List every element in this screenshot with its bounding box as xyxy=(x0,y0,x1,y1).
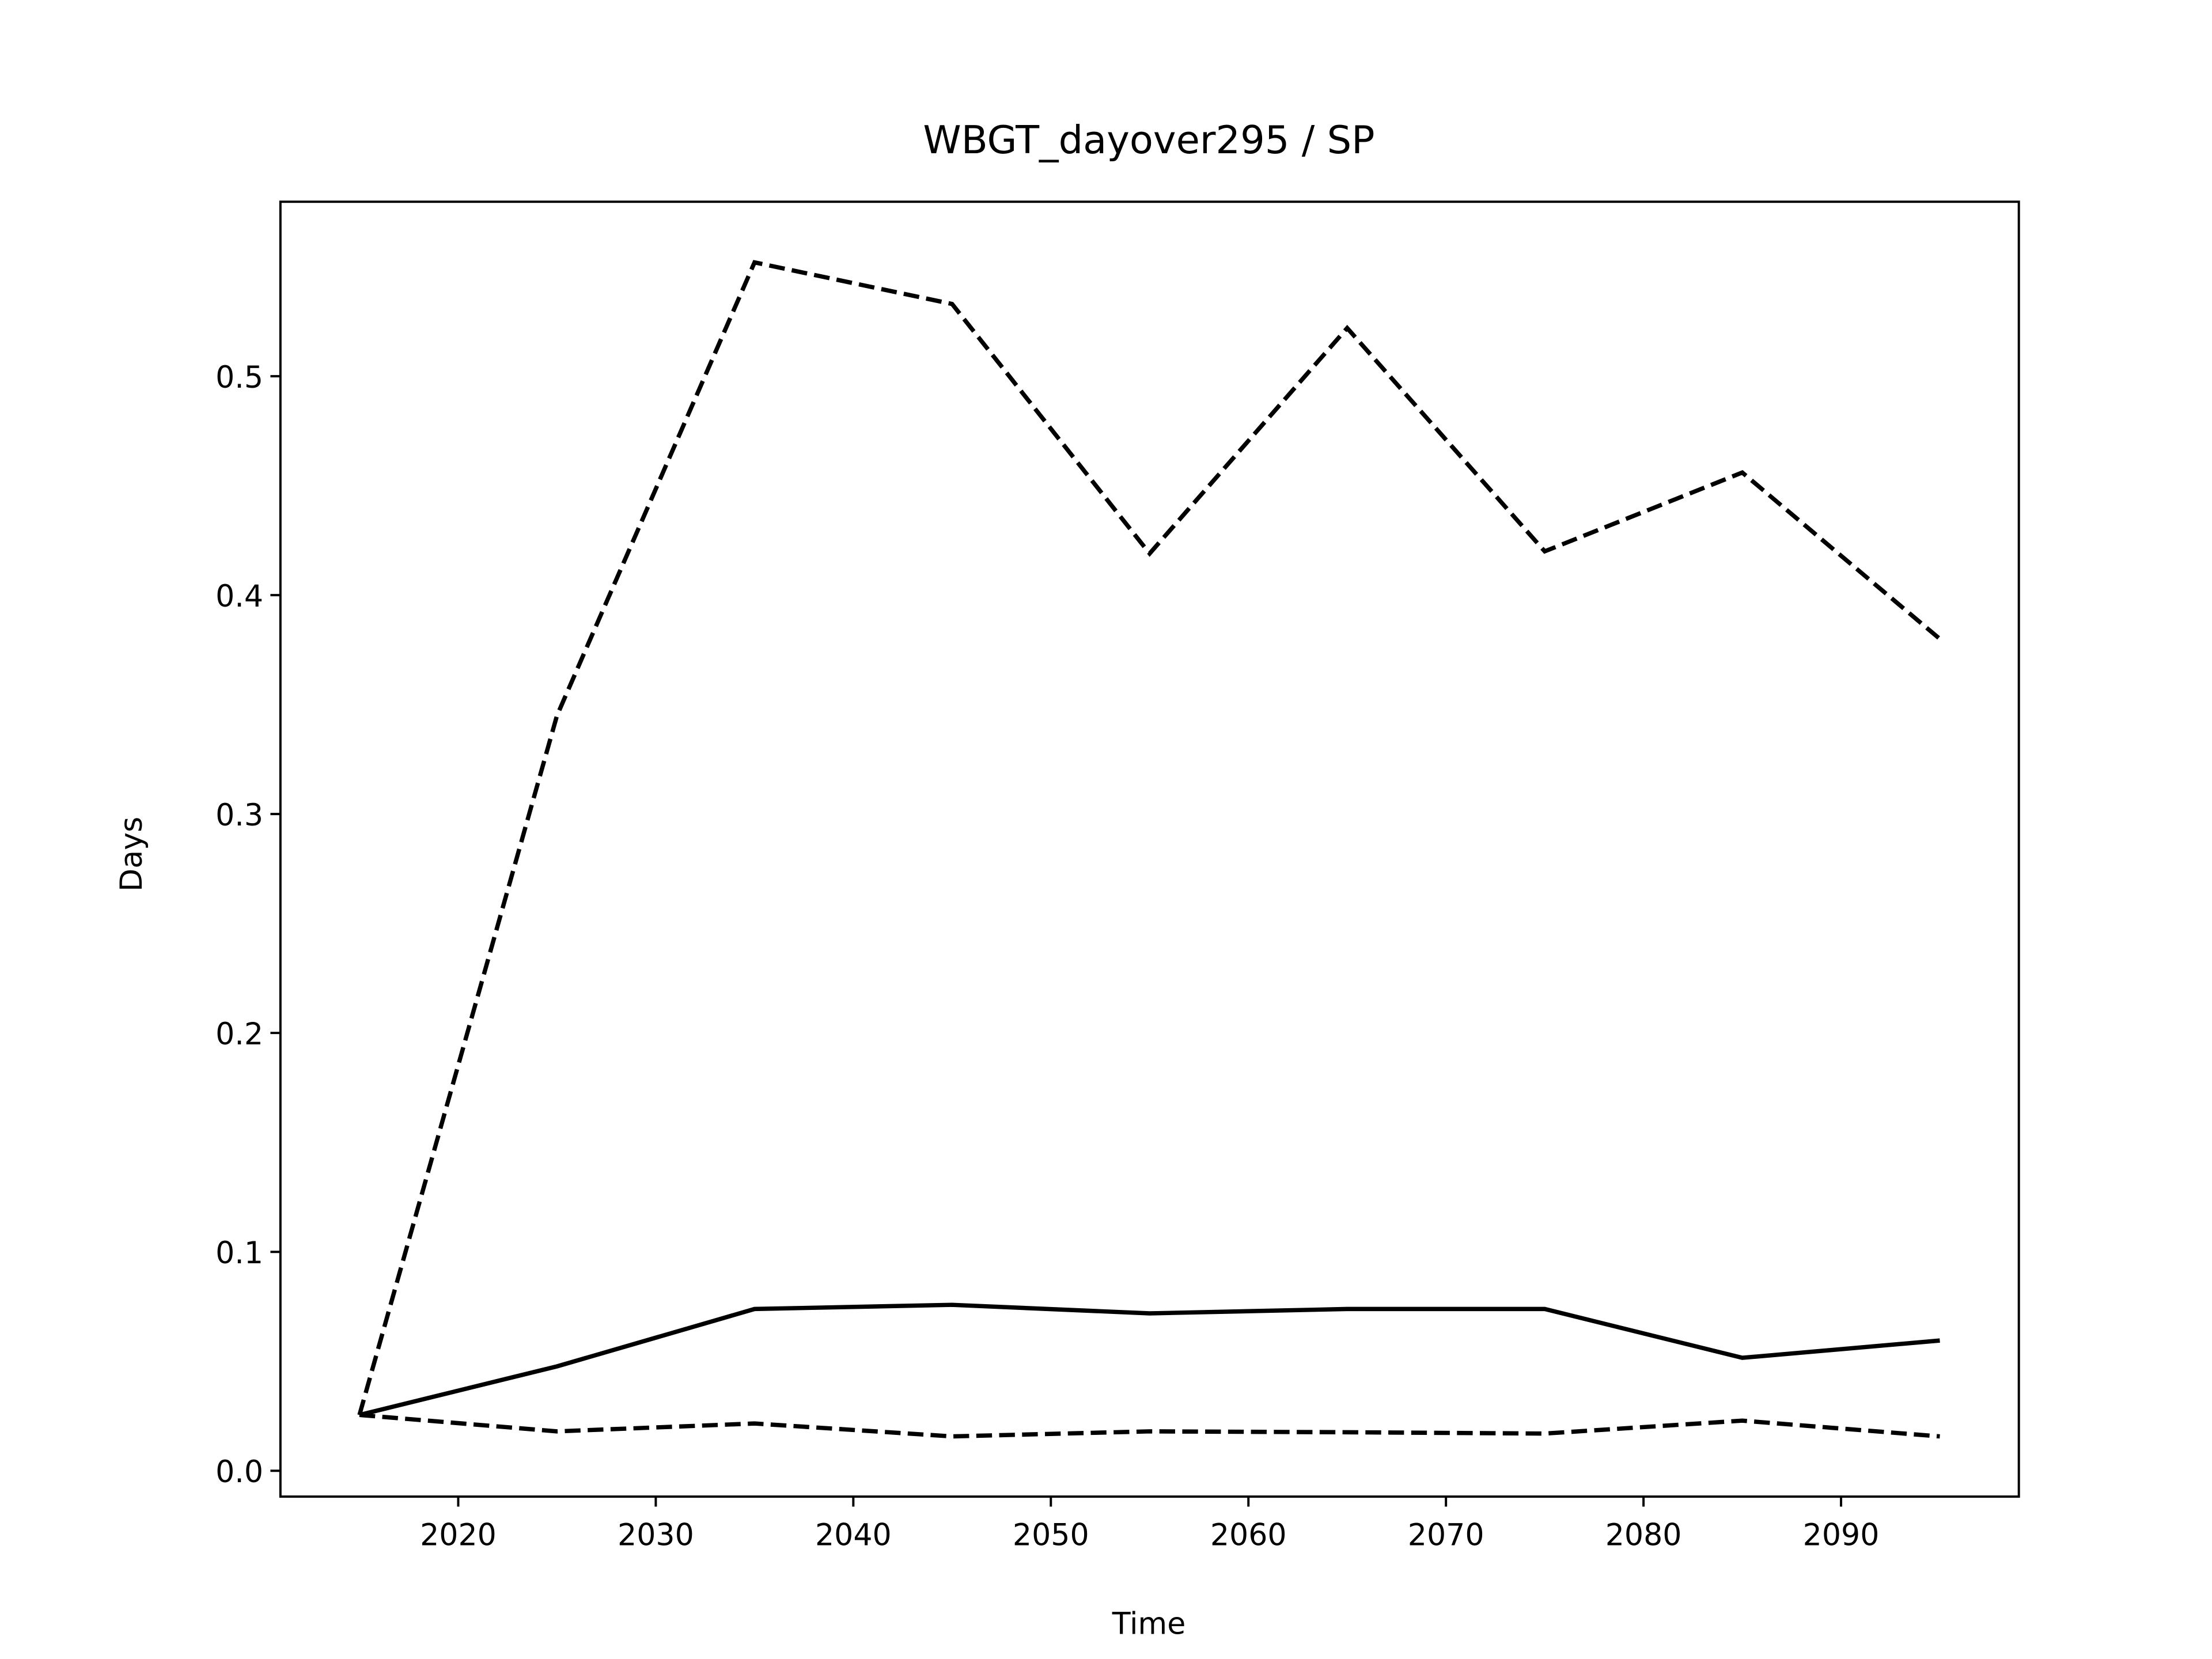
series-line xyxy=(357,260,1941,1416)
y-tick-label: 0.3 xyxy=(215,798,263,833)
y-tick-label: 0.0 xyxy=(215,1455,263,1490)
x-axis-label: Time xyxy=(1112,1607,1186,1642)
x-tick-label: 2030 xyxy=(618,1518,694,1553)
x-tick-label: 2050 xyxy=(1013,1518,1089,1553)
x-tick-label: 2020 xyxy=(420,1518,497,1553)
y-tick-label: 0.1 xyxy=(215,1236,263,1271)
plot-frame xyxy=(279,200,2020,1498)
x-tick-label: 2070 xyxy=(1408,1518,1484,1553)
x-tick-label: 2040 xyxy=(815,1518,892,1553)
chart-title: WBGT_dayover295 / SP xyxy=(923,118,1374,162)
x-tick-label: 2090 xyxy=(1803,1518,1880,1553)
x-tick-label: 2060 xyxy=(1210,1518,1287,1553)
series-line xyxy=(359,1302,1940,1417)
series-line xyxy=(359,1412,1940,1439)
y-tick-label: 0.5 xyxy=(215,361,263,395)
y-tick-label: 0.4 xyxy=(215,579,263,614)
y-tick-label: 0.2 xyxy=(215,1017,263,1052)
x-tick-label: 2080 xyxy=(1605,1518,1682,1553)
y-axis-label: Days xyxy=(115,817,149,892)
